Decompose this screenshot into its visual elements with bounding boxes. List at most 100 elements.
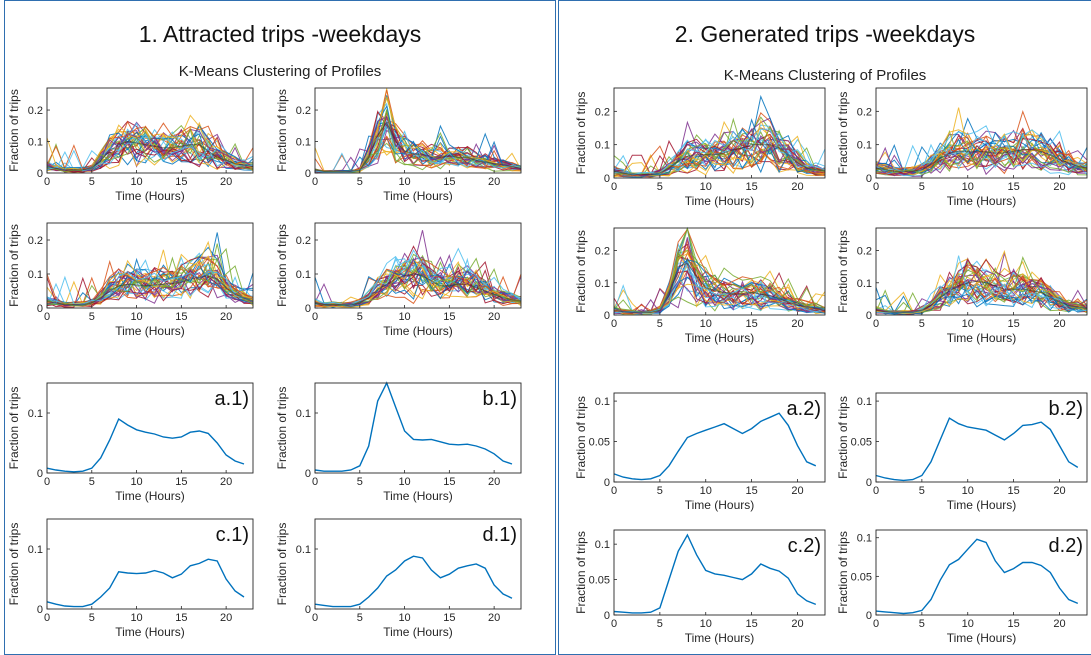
y-tick-label: 0.1 (296, 408, 311, 420)
x-tick-label: 10 (700, 618, 712, 630)
series-line (46, 558, 245, 608)
y-axis-label: Fraction of trips (275, 89, 289, 172)
panel-title: 2. Generated trips -weekdays (674, 21, 976, 47)
x-axis-label: Time (Hours) (115, 189, 185, 203)
x-tick-label: 5 (657, 618, 663, 630)
x-tick-label: 10 (962, 485, 974, 497)
x-tick-label: 20 (488, 612, 500, 624)
x-tick-label: 5 (657, 318, 663, 330)
x-tick-label: 15 (443, 612, 455, 624)
panel-attracted-trips: 1. Attracted trips -weekdays K-Means Clu… (4, 0, 556, 655)
series-line (46, 417, 245, 473)
x-tick-label: 10 (700, 181, 712, 193)
x-tick-label: 0 (44, 476, 50, 488)
y-tick-label: 0 (604, 610, 610, 622)
x-tick-label: 15 (175, 476, 187, 488)
x-tick-label: 0 (44, 311, 50, 323)
subplot-label: c.2) (788, 535, 821, 557)
y-axis-label: Fraction of trips (836, 92, 850, 175)
x-tick-label: 10 (130, 476, 142, 488)
profile-line (613, 141, 825, 177)
y-tick-label: 0.1 (857, 533, 872, 545)
y-tick-label: 0.1 (28, 544, 43, 556)
profile-line (875, 145, 1088, 175)
panel-title: 1. Attracted trips -weekdays (138, 21, 422, 47)
profile-line (46, 133, 254, 172)
y-tick-label: 0.2 (28, 235, 43, 247)
x-tick-label: 20 (220, 176, 232, 188)
profile-line (46, 128, 254, 173)
series-line (875, 538, 1079, 615)
axes-box (875, 529, 1088, 616)
x-tick-label: 10 (398, 612, 410, 624)
x-axis-label: Time (Hours) (685, 194, 755, 208)
y-tick-label: 0.1 (857, 140, 872, 152)
profile-line (613, 227, 826, 313)
subplot-label: d.2) (1049, 535, 1083, 557)
y-axis-label: Fraction of trips (574, 396, 588, 479)
y-tick-label: 0 (604, 173, 610, 185)
x-tick-label: 20 (220, 476, 232, 488)
x-tick-label: 15 (745, 618, 757, 630)
profile-line (46, 268, 254, 308)
x-tick-label: 5 (357, 476, 363, 488)
chart-p2-cluster-3: 0 5 10 15 20 0 0.1 0.2 Time (Hours) Fraction of t… (574, 226, 826, 345)
y-tick-label: 0.2 (595, 246, 610, 258)
profile-line (613, 120, 826, 175)
x-axis-label: Time (Hours) (383, 324, 453, 338)
x-tick-label: 15 (175, 612, 187, 624)
series-line (613, 412, 817, 481)
chart-p2-b: 0 5 10 15 20 0 0.05 0.1 Time (Hours) Fraction of … (836, 392, 1088, 512)
x-tick-label: 5 (89, 311, 95, 323)
chart-p2-d: 0 5 10 15 20 0 0.05 0.1 Time (Hours) Fraction of … (836, 529, 1088, 645)
x-tick-label: 10 (700, 318, 712, 330)
series-line (314, 555, 513, 608)
y-tick-label: 0.2 (28, 105, 43, 117)
profile-line (875, 134, 1088, 173)
x-tick-label: 10 (130, 311, 142, 323)
subplot-label: d.1) (483, 524, 517, 546)
y-axis-label: Fraction of trips (7, 224, 21, 307)
x-tick-label: 10 (130, 612, 142, 624)
x-tick-label: 10 (700, 485, 712, 497)
profile-line (875, 136, 1088, 171)
profile-line (875, 146, 1088, 175)
y-axis-label: Fraction of trips (275, 523, 289, 606)
y-tick-label: 0 (604, 310, 610, 322)
axes-box (46, 382, 254, 474)
x-tick-label: 0 (873, 485, 879, 497)
x-tick-label: 0 (611, 318, 617, 330)
profile-line (314, 278, 522, 308)
x-tick-label: 20 (1053, 181, 1065, 193)
x-tick-label: 15 (1007, 485, 1019, 497)
y-axis-label: Fraction of trips (7, 523, 21, 606)
x-axis-label: Time (Hours) (685, 631, 755, 645)
profile-line (875, 283, 1088, 315)
profile-line (46, 140, 254, 173)
x-tick-label: 5 (89, 176, 95, 188)
axes-box (613, 392, 826, 483)
x-axis-label: Time (Hours) (115, 625, 185, 639)
axes-box (314, 222, 522, 309)
axes-box (875, 392, 1088, 483)
profile-line (314, 258, 522, 306)
y-axis-label: Fraction of trips (275, 387, 289, 470)
y-tick-label: 0.05 (589, 437, 610, 449)
series-line (314, 121, 522, 172)
x-tick-label: 5 (357, 176, 363, 188)
x-tick-label: 20 (791, 318, 803, 330)
x-tick-label: 0 (312, 311, 318, 323)
x-tick-label: 20 (791, 618, 803, 630)
chart-p2-cluster-1: 0 5 10 15 20 0 0.1 0.2 Time (Hours) Fraction of t… (574, 87, 826, 208)
subplot-label: b.2) (1049, 398, 1083, 420)
chart-p2-c: 0 5 10 15 20 0 0.05 0.1 Time (Hours) Fraction of … (574, 529, 826, 645)
subplot-label: b.1) (483, 388, 517, 410)
x-tick-label: 5 (919, 485, 925, 497)
y-axis-label: Fraction of trips (7, 89, 21, 172)
x-tick-label: 20 (1053, 485, 1065, 497)
profile-line (613, 228, 826, 313)
y-tick-label: 0 (305, 604, 311, 616)
y-tick-label: 0.2 (296, 235, 311, 247)
x-tick-label: 20 (1053, 318, 1065, 330)
x-tick-label: 10 (962, 181, 974, 193)
